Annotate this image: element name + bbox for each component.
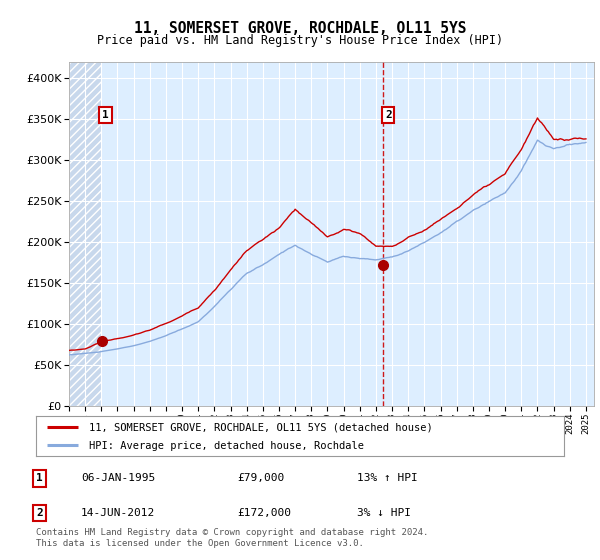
Text: 11, SOMERSET GROVE, ROCHDALE, OL11 5YS (detached house): 11, SOMERSET GROVE, ROCHDALE, OL11 5YS (… (89, 423, 433, 433)
Text: 14-JUN-2012: 14-JUN-2012 (81, 508, 155, 518)
Text: 13% ↑ HPI: 13% ↑ HPI (357, 473, 418, 483)
Text: £79,000: £79,000 (237, 473, 284, 483)
Text: 1: 1 (102, 110, 109, 120)
Text: Price paid vs. HM Land Registry's House Price Index (HPI): Price paid vs. HM Land Registry's House … (97, 34, 503, 46)
Text: 1: 1 (36, 473, 43, 483)
Text: Contains HM Land Registry data © Crown copyright and database right 2024.
This d: Contains HM Land Registry data © Crown c… (36, 528, 428, 548)
Text: 2: 2 (36, 508, 43, 518)
Text: £172,000: £172,000 (237, 508, 291, 518)
Text: 3% ↓ HPI: 3% ↓ HPI (357, 508, 411, 518)
Bar (69, 62, 101, 406)
Bar (69, 62, 101, 406)
Text: 06-JAN-1995: 06-JAN-1995 (81, 473, 155, 483)
Text: 2: 2 (385, 110, 392, 120)
Text: 11, SOMERSET GROVE, ROCHDALE, OL11 5YS: 11, SOMERSET GROVE, ROCHDALE, OL11 5YS (134, 21, 466, 36)
Text: HPI: Average price, detached house, Rochdale: HPI: Average price, detached house, Roch… (89, 441, 364, 451)
